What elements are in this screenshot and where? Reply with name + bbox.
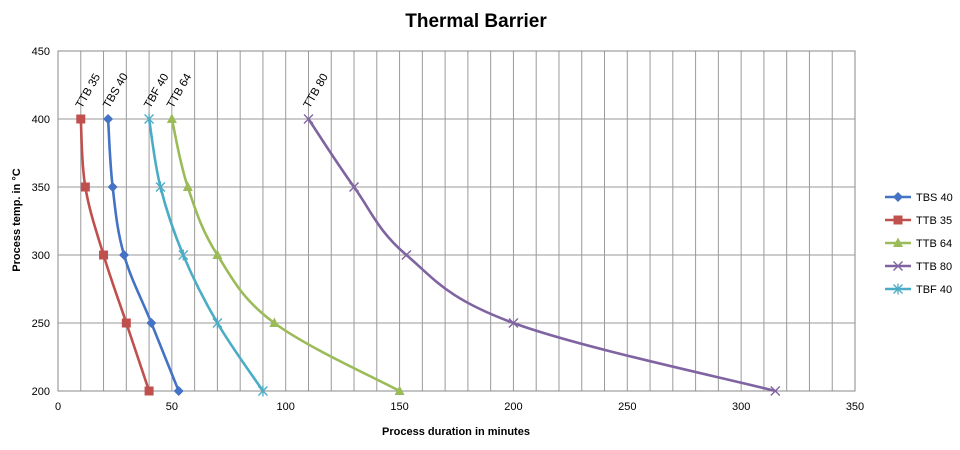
data-point-tbf-40 (155, 181, 166, 193)
data-point-ttb-64 (269, 317, 280, 327)
legend-marker-ttb-64 (893, 237, 903, 247)
data-point-ttb-80 (770, 386, 781, 396)
series-line-ttb-64 (170, 118, 401, 393)
y-tick-label: 400 (32, 114, 50, 126)
x-tick-label: 250 (618, 401, 636, 413)
legend-label-tbf-40: TBF 40 (916, 284, 952, 296)
data-point-ttb-35 (76, 114, 86, 124)
legend-label-ttb-35: TTB 35 (916, 215, 952, 227)
data-point-tbs-40 (103, 114, 114, 124)
data-point-ttb-64 (212, 249, 223, 259)
annotation-label: TTB 80 (302, 72, 331, 111)
data-point-ttb-80 (508, 318, 519, 328)
marker-stroke (401, 250, 412, 260)
data-point-tbf-40 (144, 113, 155, 125)
legend-marker-ttb-80 (893, 261, 903, 271)
marker-stroke (349, 182, 360, 192)
data-point-ttb-64 (182, 181, 193, 191)
x-tick-label: 50 (166, 401, 178, 413)
data-point-tbs-40 (146, 318, 157, 328)
legend-label-tbs-40: TBS 40 (916, 192, 953, 204)
marker-stroke (770, 386, 781, 396)
x-axis-title: Process duration in minutes (382, 426, 530, 438)
legend-label-ttb-80: TTB 80 (916, 261, 952, 273)
data-point-tbf-40 (257, 385, 268, 397)
y-tick-label: 350 (32, 182, 50, 194)
y-tick-label: 450 (32, 46, 50, 58)
y-tick-label: 250 (32, 318, 50, 330)
legend: TBS 40 TTB 35 TTB 64 TTB 80 TBF 40 (885, 192, 953, 296)
data-point-tbs-40 (119, 250, 130, 260)
legend-label-ttb-64: TTB 64 (916, 238, 952, 250)
data-point-ttb-35 (99, 250, 109, 260)
data-point-tbs-40 (107, 182, 118, 192)
legend-marker-ttb-35 (893, 215, 903, 225)
x-tick-label: 350 (846, 401, 864, 413)
annotation-label: TTB 35 (74, 72, 103, 111)
x-tick-label: 200 (504, 401, 522, 413)
chart-title: Thermal Barrier (405, 11, 547, 32)
x-tick-label: 100 (277, 401, 295, 413)
data-point-ttb-35 (80, 182, 90, 192)
grid-lines (57, 50, 856, 392)
x-tick-label: 300 (732, 401, 750, 413)
data-point-ttb-80 (349, 182, 360, 192)
y-tick-label: 200 (32, 386, 50, 398)
x-tick-label: 150 (390, 401, 408, 413)
marker-stroke (508, 318, 519, 328)
data-point-ttb-64 (166, 113, 177, 123)
legend-marker-tbs-40 (893, 192, 903, 202)
data-point-ttb-35 (144, 386, 154, 396)
data-point-tbs-40 (173, 386, 184, 396)
marker-stroke (893, 261, 903, 271)
series-line-ttb-80 (307, 118, 776, 393)
y-axis-title: Process temp. in °C (11, 168, 23, 271)
data-point-ttb-35 (121, 318, 131, 328)
legend-marker-tbf-40 (893, 283, 903, 295)
data-point-ttb-64 (394, 385, 405, 395)
x-tick-label: 0 (55, 401, 61, 413)
series-markers (76, 113, 781, 397)
y-tick-label: 300 (32, 250, 50, 262)
data-point-ttb-80 (303, 114, 314, 124)
marker-stroke (303, 114, 314, 124)
data-point-ttb-80 (401, 250, 412, 260)
data-point-tbf-40 (178, 249, 189, 261)
data-point-tbf-40 (212, 317, 223, 329)
tick-labels: 0 50 100 150 200 250 300 350 200 250 300 350 400 450 (32, 46, 865, 413)
plot-border (57, 50, 856, 392)
